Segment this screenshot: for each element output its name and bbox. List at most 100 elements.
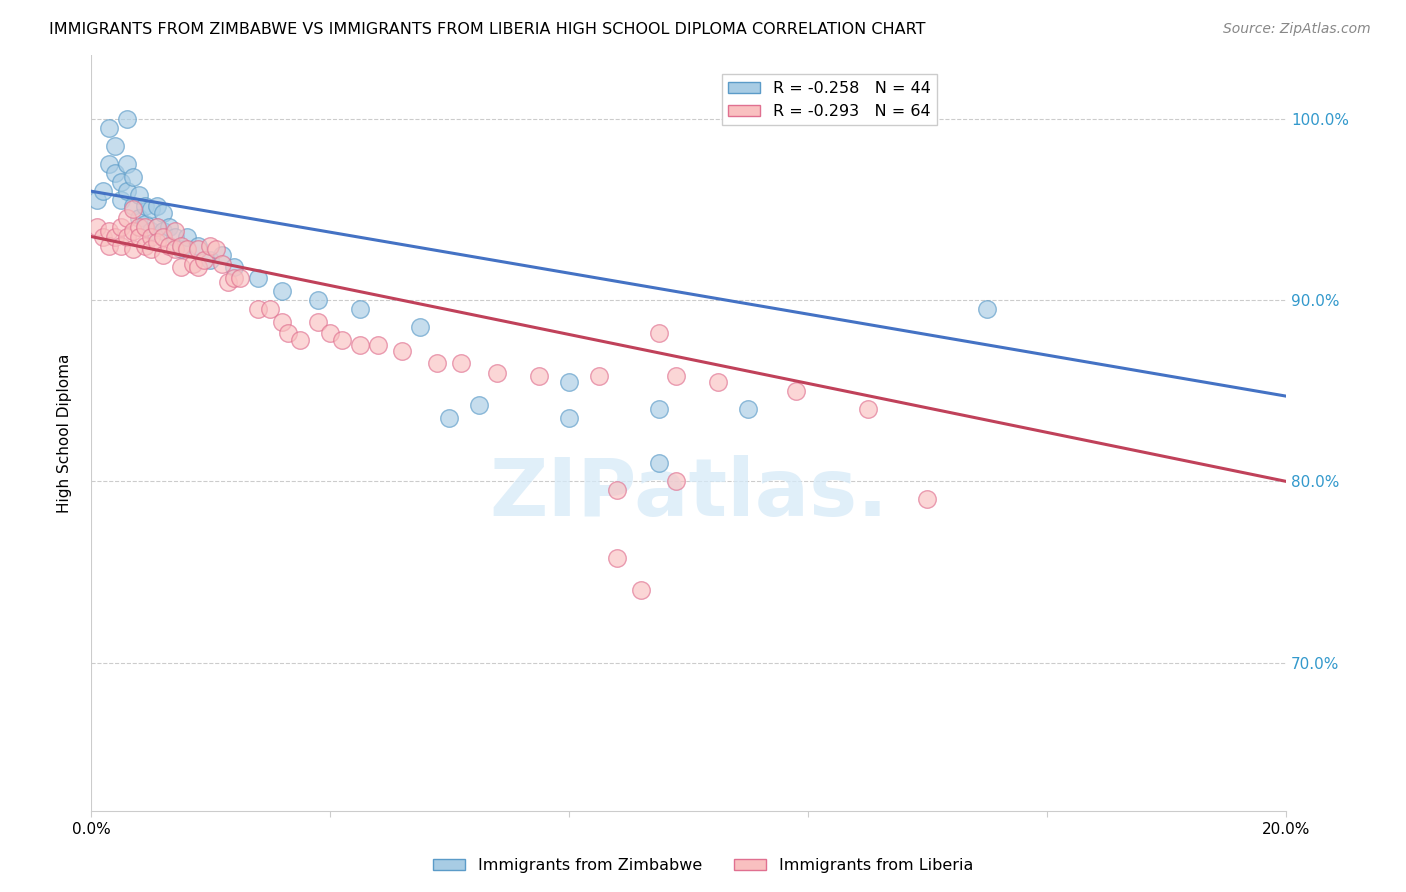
Point (486, 366, 509, 380)
Point (110, 220, 132, 235)
Point (187, 242, 209, 256)
Point (128, 220, 150, 235)
Point (647, 401, 669, 416)
Point (193, 253, 215, 268)
Point (134, 238, 156, 252)
Point (558, 375, 581, 389)
Point (349, 338, 371, 352)
Point (97, 238, 120, 252)
Point (115, 211, 138, 226)
Legend: R = -0.258   N = 44, R = -0.293   N = 64: R = -0.258 N = 44, R = -0.293 N = 64 (723, 74, 938, 125)
Point (307, 293, 329, 307)
Point (115, 112, 138, 126)
Point (176, 242, 198, 256)
Point (121, 242, 143, 256)
Point (319, 326, 342, 340)
Point (176, 229, 198, 244)
Point (211, 257, 233, 271)
Point (647, 326, 669, 340)
Point (163, 224, 186, 238)
Point (606, 550, 628, 565)
Point (128, 229, 150, 244)
Point (115, 157, 138, 171)
Point (128, 211, 150, 226)
Point (110, 193, 132, 207)
Point (217, 275, 239, 289)
Point (450, 356, 472, 370)
Point (558, 410, 581, 425)
Point (259, 301, 281, 316)
Point (856, 401, 879, 416)
Point (115, 229, 138, 244)
Point (104, 229, 127, 244)
Point (169, 260, 191, 275)
Point (157, 238, 180, 252)
Point (97, 224, 120, 238)
Point (200, 238, 222, 252)
Point (157, 220, 180, 235)
Point (630, 583, 652, 598)
Legend: Immigrants from Zimbabwe, Immigrants from Liberia: Immigrants from Zimbabwe, Immigrants fro… (426, 852, 980, 880)
Point (91, 229, 114, 244)
Point (205, 242, 228, 256)
Point (139, 229, 162, 244)
Text: ZIPatlas.: ZIPatlas. (489, 455, 887, 533)
Point (169, 238, 191, 252)
Point (97, 120, 120, 135)
Point (588, 369, 610, 384)
Point (737, 401, 759, 416)
Point (271, 315, 294, 329)
Point (247, 271, 270, 285)
Point (606, 483, 628, 498)
Point (134, 217, 156, 231)
Point (110, 175, 132, 189)
Point (468, 398, 491, 412)
Point (707, 375, 730, 389)
Point (121, 169, 143, 184)
Point (181, 257, 204, 271)
Point (665, 475, 688, 489)
Point (163, 242, 186, 256)
Point (104, 166, 127, 180)
Point (152, 229, 174, 244)
Point (128, 187, 150, 202)
Point (200, 253, 222, 268)
Point (134, 199, 156, 213)
Point (121, 199, 143, 213)
Point (110, 238, 132, 252)
Point (134, 220, 156, 235)
Point (330, 333, 353, 347)
Point (91, 184, 114, 198)
Point (408, 320, 430, 334)
Point (785, 384, 807, 398)
Point (917, 492, 939, 507)
Point (229, 271, 252, 285)
Point (145, 199, 167, 213)
Point (391, 343, 413, 358)
Point (169, 242, 191, 256)
Point (139, 202, 162, 217)
Point (163, 229, 186, 244)
Point (647, 456, 669, 470)
Point (426, 356, 449, 370)
Point (224, 260, 246, 275)
Text: Source: ZipAtlas.com: Source: ZipAtlas.com (1223, 22, 1371, 37)
Point (976, 301, 998, 316)
Point (115, 184, 138, 198)
Point (97, 157, 120, 171)
Point (139, 242, 162, 256)
Point (665, 369, 688, 384)
Y-axis label: High School Diploma: High School Diploma (58, 353, 72, 513)
Point (277, 326, 299, 340)
Point (247, 301, 270, 316)
Point (349, 301, 371, 316)
Point (367, 338, 389, 352)
Text: IMMIGRANTS FROM ZIMBABWE VS IMMIGRANTS FROM LIBERIA HIGH SCHOOL DIPLOMA CORRELAT: IMMIGRANTS FROM ZIMBABWE VS IMMIGRANTS F… (49, 22, 925, 37)
Point (288, 333, 311, 347)
Point (86, 193, 108, 207)
Point (152, 247, 174, 261)
Point (152, 224, 174, 238)
Point (152, 206, 174, 220)
Point (439, 410, 461, 425)
Point (145, 235, 167, 249)
